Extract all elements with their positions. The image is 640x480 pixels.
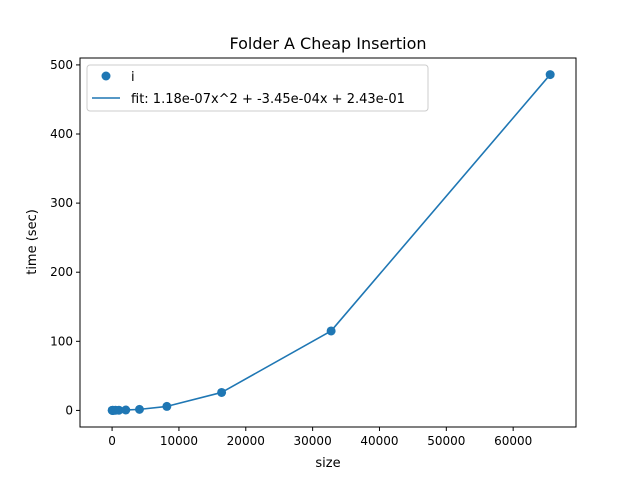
y-tick-label: 100	[50, 334, 73, 348]
y-tick-label: 200	[50, 265, 73, 279]
y-tick-label: 300	[50, 196, 73, 210]
y-tick-label: 400	[50, 127, 73, 141]
x-tick-label: 40000	[360, 434, 398, 448]
x-axis-label: size	[315, 456, 340, 471]
x-tick-label: 20000	[227, 434, 265, 448]
data-point	[545, 70, 555, 80]
plot-area	[79, 57, 577, 428]
x-tick-label: 0	[108, 434, 116, 448]
series-layer	[107, 70, 555, 415]
data-point	[114, 405, 124, 415]
data-point	[162, 401, 172, 411]
x-axis: 0 10000 20000 30000 40000 50000 60000	[108, 427, 532, 448]
chart-title: Folder A Cheap Insertion	[229, 34, 426, 53]
data-point	[217, 387, 227, 397]
x-tick-label: 10000	[160, 434, 198, 448]
legend-label-fit: fit: 1.18e-07x^2 + -3.45e-04x + 2.43e-01	[131, 92, 405, 107]
legend-marker-points	[101, 71, 111, 81]
y-tick-label: 0	[65, 403, 73, 417]
x-tick-label: 30000	[294, 434, 332, 448]
data-point	[326, 326, 336, 336]
data-point	[121, 405, 131, 415]
y-axis-label: time (sec)	[25, 209, 40, 275]
legend-frame	[86, 64, 429, 112]
y-tick-label: 500	[50, 58, 73, 72]
data-point	[134, 404, 144, 414]
legend-label-points: i	[131, 70, 135, 85]
y-axis: 0 100 200 300 400 500	[50, 58, 80, 417]
x-tick-label: 50000	[427, 434, 465, 448]
legend: i fit: 1.18e-07x^2 + -3.45e-04x + 2.43e-…	[86, 64, 429, 112]
x-tick-label: 60000	[494, 434, 532, 448]
